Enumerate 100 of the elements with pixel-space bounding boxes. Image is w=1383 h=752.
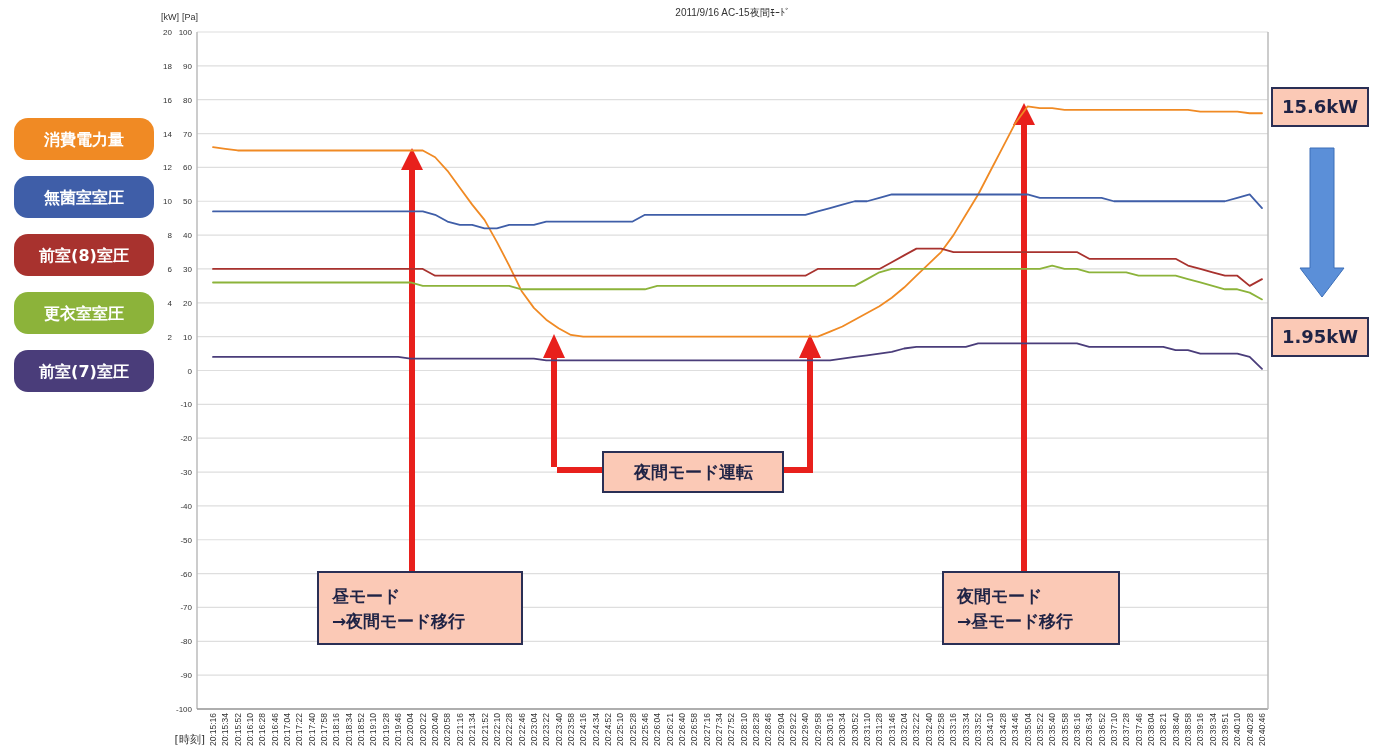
annotation: 夜間モード →昼モード移行 — [956, 585, 1074, 631]
x-tick-label: 20:28:28 — [751, 712, 762, 747]
x-tick-label: 20:32:40 — [923, 712, 934, 747]
x-tick-label: 20:37:10 — [1108, 712, 1119, 747]
x-tick-label: 20:16:28 — [257, 712, 268, 747]
x-tick-label: 20:38:58 — [1182, 712, 1193, 747]
x-tick-label: 20:16:46 — [269, 712, 280, 747]
x-tick-label: 20:27:34 — [713, 712, 724, 747]
x-tick-label: 20:31:28 — [874, 712, 885, 747]
x-tick-label: 20:18:34 — [343, 712, 354, 747]
x-tick-label: 20:34:46 — [1010, 712, 1021, 747]
x-tick-label: 20:33:16 — [948, 712, 959, 747]
x-tick-label: 20:19:28 — [380, 712, 391, 747]
x-tick-label: 20:33:34 — [960, 712, 971, 747]
line-series — [212, 105, 1263, 338]
y-tick-label: -50 — [180, 535, 193, 545]
x-tick-label: 20:25:10 — [615, 712, 626, 747]
x-tick-label: 20:18:52 — [356, 712, 367, 747]
x-tick-label: 20:36:16 — [1071, 712, 1082, 747]
x-tick-label: 20:32:04 — [899, 712, 910, 747]
x-tick-label: 20:24:34 — [590, 712, 601, 747]
x-tick-label: 20:40:46 — [1257, 712, 1267, 747]
x-tick-label: 20:38:21 — [1158, 712, 1169, 747]
line-series — [212, 247, 1263, 287]
chart-title: 2011/9/16 AC-15夜間ﾓｰﾄﾞ — [675, 7, 790, 18]
x-tick-label: 20:20:40 — [430, 712, 441, 747]
x-tick-label: 20:17:40 — [306, 712, 317, 747]
x-tick-label: 20:33:52 — [973, 712, 984, 747]
y-tick-label: 90 — [183, 61, 193, 71]
x-tick-label: 20:21:34 — [467, 712, 478, 747]
y-tick-label: 70 — [183, 129, 193, 139]
text: 1.95kW — [1281, 326, 1359, 348]
x-tick-label: 20:37:46 — [1133, 712, 1144, 747]
y2-tick-label: 14 — [163, 129, 173, 139]
x-tick-label: 20:30:52 — [849, 712, 860, 747]
x-tick-label: 20:17:58 — [319, 712, 330, 747]
x-tick-label: 20:27:52 — [726, 712, 737, 747]
text: 消費電力量 — [43, 130, 124, 149]
x-tick-label: 20:18:16 — [331, 712, 342, 747]
x-tick-label: 20:38:40 — [1170, 712, 1181, 747]
x-tick-label: 20:22:28 — [504, 712, 515, 747]
x-tick-label: 20:25:46 — [639, 712, 650, 747]
y-tick-label: -20 — [180, 434, 193, 444]
x-tick-label: 20:40:10 — [1232, 712, 1243, 747]
x-tick-label: 20:39:34 — [1207, 712, 1218, 747]
x-tick-label: 20:22:10 — [491, 712, 502, 747]
x-tick-label: 20:39:16 — [1195, 712, 1206, 747]
y-tick-label: -40 — [180, 501, 193, 511]
x-tick-label: 20:26:21 — [664, 712, 675, 747]
x-tick-label: 20:35:04 — [1022, 712, 1033, 747]
x-tick-label: 20:36:34 — [1084, 712, 1095, 747]
x-tick-label: 20:26:40 — [676, 712, 687, 747]
x-tick-label: 20:32:22 — [911, 712, 922, 747]
x-tick-label: 20:15:52 — [232, 712, 243, 747]
y2-tick-label: 16 — [163, 95, 173, 105]
x-tick-label: 20:29:04 — [775, 712, 786, 747]
x-tick-label: 20:32:58 — [936, 712, 947, 747]
x-tick-label: 20:23:40 — [553, 712, 564, 747]
x-tick-label: 20:37:28 — [1121, 712, 1132, 747]
x-tick-label: 20:31:46 — [886, 712, 897, 747]
x-tick-label: 20:26:04 — [652, 712, 663, 747]
y-tick-label: 0 — [187, 366, 193, 376]
y-tick-label: 40 — [183, 231, 193, 241]
x-tick-label: 20:24:52 — [602, 712, 613, 747]
text: 無菌室室圧 — [43, 188, 124, 207]
x-tick-label: 20:22:46 — [516, 712, 527, 747]
x-tick-label: 20:35:22 — [1034, 712, 1045, 747]
y-tick-label: 60 — [183, 163, 193, 173]
y-tick-label: -30 — [180, 468, 193, 478]
x-tick-label: 20:17:22 — [294, 712, 305, 747]
line-series — [212, 264, 1263, 301]
y2-tick-label: 12 — [163, 163, 173, 173]
x-tick-label: 20:31:10 — [862, 712, 873, 747]
x-tick-label: 20:23:58 — [565, 712, 576, 747]
x-tick-label: 20:17:04 — [282, 712, 293, 747]
y-tick-label: -100 — [175, 705, 193, 714]
x-tick-label: 20:38:04 — [1145, 712, 1156, 747]
x-tick-label: 20:23:04 — [528, 712, 539, 747]
x-tick-label: 20:29:40 — [800, 712, 811, 747]
y2-tick-label: 20 — [163, 28, 173, 37]
x-tick-label: 20:24:16 — [578, 712, 589, 747]
x-tick-label: 20:20:22 — [417, 712, 428, 747]
text: 前室(7)室圧 — [38, 362, 129, 381]
y-tick-label: 30 — [183, 264, 193, 274]
x-tick-label: 20:25:28 — [627, 712, 638, 747]
x-tick-label: 20:16:10 — [245, 712, 256, 747]
y-axis-title: [Pa] — [181, 12, 199, 22]
x-tick-label: 20:19:46 — [393, 712, 404, 747]
x-tick-label: 20:29:22 — [788, 712, 799, 747]
y2-tick-label: 8 — [167, 231, 173, 241]
x-tick-label: 20:26:58 — [689, 712, 700, 747]
x-tick-label: 20:15:16 — [208, 712, 218, 747]
y-tick-label: 50 — [183, 197, 193, 207]
y-tick-label: -60 — [180, 569, 193, 579]
x-tick-label: 20:30:34 — [837, 712, 848, 747]
x-tick-label: 20:15:34 — [220, 712, 231, 747]
line-series — [212, 342, 1263, 370]
x-tick-label: 20:36:52 — [1096, 712, 1107, 747]
x-tick-label: 20:20:58 — [442, 712, 453, 747]
x-tick-label: 20:39:51 — [1219, 712, 1230, 747]
